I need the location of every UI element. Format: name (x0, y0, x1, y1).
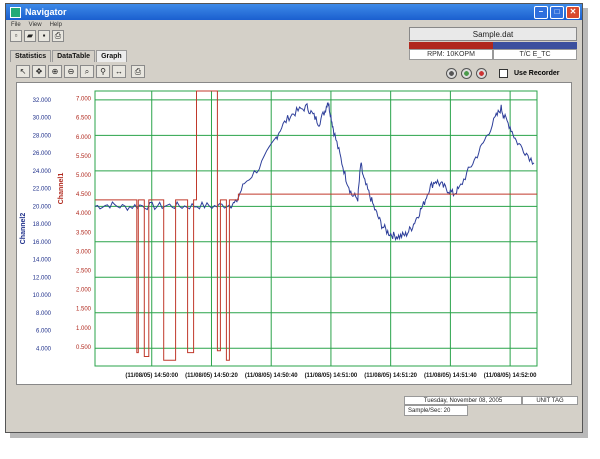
zoom-region-icon[interactable]: ⌕ (80, 65, 94, 78)
tab-graph[interactable]: Graph (96, 50, 127, 62)
channel2-value: T/C E_TC (493, 49, 577, 60)
graph-panel: 32.000 30.000 28.000 26.000 24.000 22.000 20.0… (16, 82, 572, 385)
x-tick-label: (11/08/05) 14:50:20 (185, 373, 238, 379)
title-bar[interactable]: Navigator – □ ✕ (6, 4, 582, 20)
line-chart[interactable]: 32.000 30.000 28.000 26.000 24.000 22.000 20.0… (17, 83, 571, 384)
pause-icon[interactable] (461, 68, 472, 79)
y1-tick-label: 12.000 (33, 275, 52, 281)
window-title: Navigator (25, 7, 67, 17)
use-recorder-checkbox[interactable] (499, 69, 508, 78)
x-tick-label: (11/08/05) 14:51:00 (305, 373, 358, 379)
menu-bar: File View Help (6, 20, 582, 29)
y1-tick-label: 28.000 (33, 133, 52, 139)
y1-tick-label: 6.000 (36, 329, 52, 335)
zoom-out-icon[interactable]: ⊖ (64, 65, 78, 78)
y1-tick-label: 24.000 (33, 169, 52, 175)
y2-tick-label: 7.000 (76, 97, 92, 103)
y2-tick-label: 5.500 (76, 154, 92, 160)
menu-file[interactable]: File (11, 21, 21, 28)
y2-tick-label: 1.500 (76, 307, 92, 313)
filename-label: Sample.dat (409, 27, 577, 41)
tab-datatable[interactable]: DataTable (52, 50, 96, 62)
status-bar: Tuesday, November 08, 2005 UNIT TAG Samp… (404, 396, 578, 422)
recorder-controls: Use Recorder (446, 68, 560, 79)
y2-tick-label: 4.000 (76, 211, 92, 217)
new-file-icon[interactable]: ▫ (10, 30, 22, 42)
y2-tick-label: 4.500 (76, 192, 92, 198)
y2-tick-label: 3.500 (76, 230, 92, 236)
y1-tick-label: 30.000 (33, 116, 52, 122)
y2-tick-label: 5.000 (76, 173, 92, 179)
info-panel: Sample.dat RPM: 10KOPM T/C E_TC (409, 27, 577, 66)
zoom-fit-icon[interactable]: ⚲ (96, 65, 110, 78)
x-tick-label: (11/08/05) 14:52:00 (484, 373, 537, 379)
y1-tick-label: 22.000 (33, 187, 52, 193)
y2-axis-label: Channel1 (58, 173, 65, 205)
y1-tick-label: 10.000 (33, 293, 52, 299)
print-icon[interactable]: ⎙ (52, 30, 64, 42)
series-line-channel2 (94, 101, 535, 242)
plot-border (94, 90, 538, 367)
channel1-color-bar (409, 42, 493, 49)
y1-axis-label: Channel2 (20, 213, 27, 245)
zoom-in-icon[interactable]: ⊕ (48, 65, 62, 78)
print-graph-icon[interactable]: ⎙ (131, 65, 145, 78)
pan-icon[interactable]: ✥ (32, 65, 46, 78)
channel1-value: RPM: 10KOPM (409, 49, 493, 60)
y2-tick-label: 2.000 (76, 288, 92, 294)
y1-tick-label: 16.000 (33, 240, 52, 246)
open-folder-icon[interactable]: ▰ (24, 30, 36, 42)
status-sample-rate: Sample/Sec: 20 (404, 405, 468, 416)
y1-tick-label: 4.000 (36, 346, 52, 352)
stop-icon[interactable] (476, 68, 487, 79)
zoom-x-icon[interactable]: ↔ (112, 65, 126, 78)
x-tick-label: (11/08/05) 14:50:00 (125, 373, 178, 379)
app-window: Navigator – □ ✕ File View Help ▫ ▰ ▪ ⎙ S… (5, 3, 583, 433)
save-icon[interactable]: ▪ (38, 30, 50, 42)
minimize-icon[interactable]: – (534, 6, 548, 19)
window-controls: – □ ✕ (534, 6, 580, 19)
y1-tick-label: 20.000 (33, 204, 52, 210)
y1-tick-label: 14.000 (33, 258, 52, 264)
menu-view[interactable]: View (28, 21, 42, 28)
app-icon (10, 6, 21, 18)
menu-help[interactable]: Help (49, 21, 62, 28)
y2-tick-label: 6.000 (76, 135, 92, 141)
y2-tick-label: 6.500 (76, 116, 92, 122)
x-tick-label: (11/08/05) 14:50:40 (245, 373, 298, 379)
channel2-color-bar (493, 42, 577, 49)
tab-statistics[interactable]: Statistics (10, 50, 52, 62)
use-recorder-label: Use Recorder (514, 70, 560, 77)
y2-tick-label: 3.000 (76, 249, 92, 255)
main-toolbar: ▫ ▰ ▪ ⎙ (10, 30, 64, 42)
status-unit-tag: UNIT TAG (522, 396, 578, 405)
graph-toolbar: ↖ ✥ ⊕ ⊖ ⌕ ⚲ ↔ ⎙ (16, 65, 145, 78)
view-tabs: Statistics DataTable Graph (10, 50, 128, 62)
pointer-icon[interactable]: ↖ (16, 65, 30, 78)
y1-tick-label: 32.000 (33, 98, 52, 104)
x-tick-label: (11/08/05) 14:51:20 (364, 373, 417, 379)
y1-tick-label: 18.000 (33, 222, 52, 228)
x-tick-label: (11/08/05) 14:51:40 (424, 373, 477, 379)
y2-tick-label: 2.500 (76, 269, 92, 275)
maximize-icon[interactable]: □ (550, 6, 564, 19)
y2-tick-label: 1.000 (76, 326, 92, 332)
record-icon[interactable] (446, 68, 457, 79)
y1-tick-label: 26.000 (33, 151, 52, 157)
y1-tick-label: 8.000 (36, 311, 52, 317)
series-line-channel1 (95, 90, 537, 361)
y2-tick-label: 0.500 (76, 345, 92, 351)
close-icon[interactable]: ✕ (566, 6, 580, 19)
status-date: Tuesday, November 08, 2005 (404, 396, 522, 405)
